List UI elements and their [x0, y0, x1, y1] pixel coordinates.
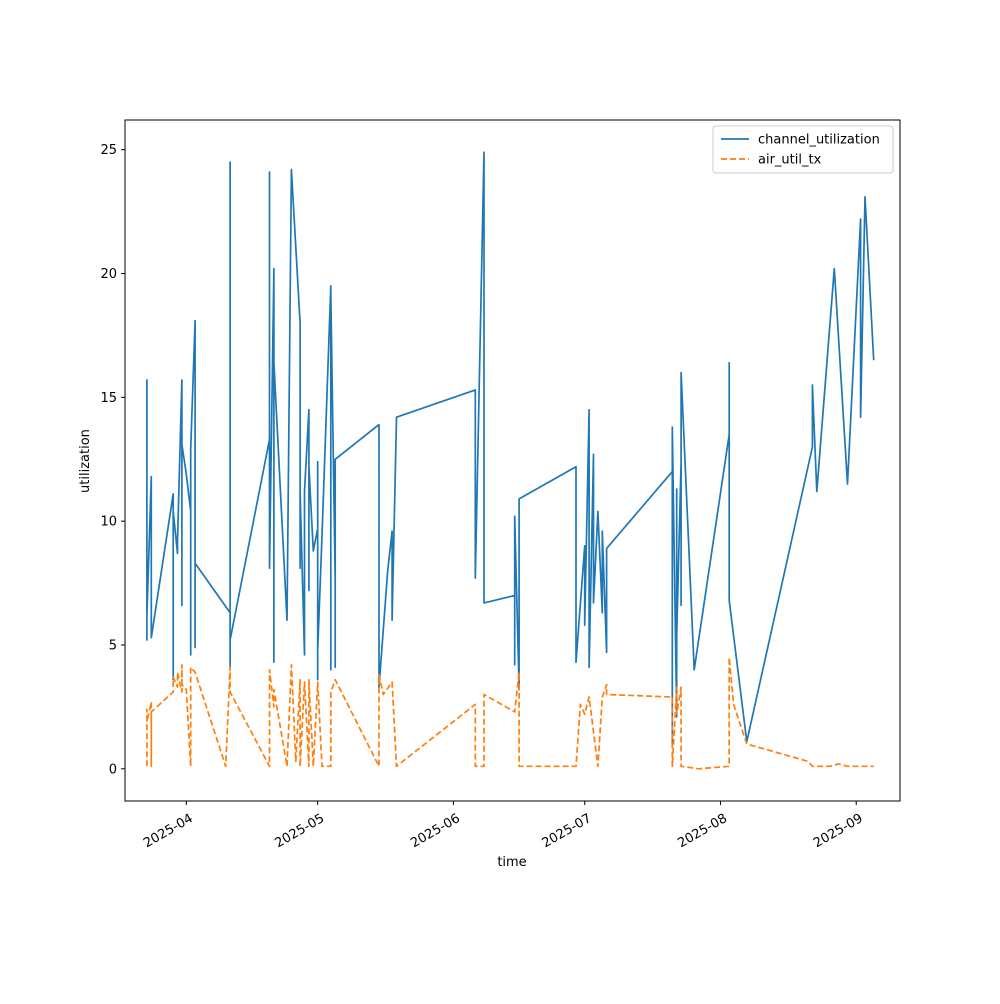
legend-label-channel_utilization: channel_utilization [758, 133, 880, 148]
y-tick-label: 5 [109, 638, 117, 653]
legend: channel_utilization air_util_tx [712, 125, 894, 174]
y-tick-label: 10 [100, 515, 117, 530]
y-tick-label: 0 [109, 762, 117, 777]
x-axis-label: time [497, 855, 526, 870]
series-line-air_util_tx [146, 656, 874, 770]
y-axis-label: utilization [78, 429, 93, 493]
y-tick-label: 20 [100, 267, 117, 282]
legend-label-air_util_tx: air_util_tx [758, 153, 822, 168]
plot-frame [124, 119, 901, 802]
legend-box [712, 125, 894, 174]
y-tick-label: 25 [100, 143, 117, 158]
series-line-channel_utilization [146, 151, 875, 745]
y-tick-label: 15 [100, 391, 117, 406]
